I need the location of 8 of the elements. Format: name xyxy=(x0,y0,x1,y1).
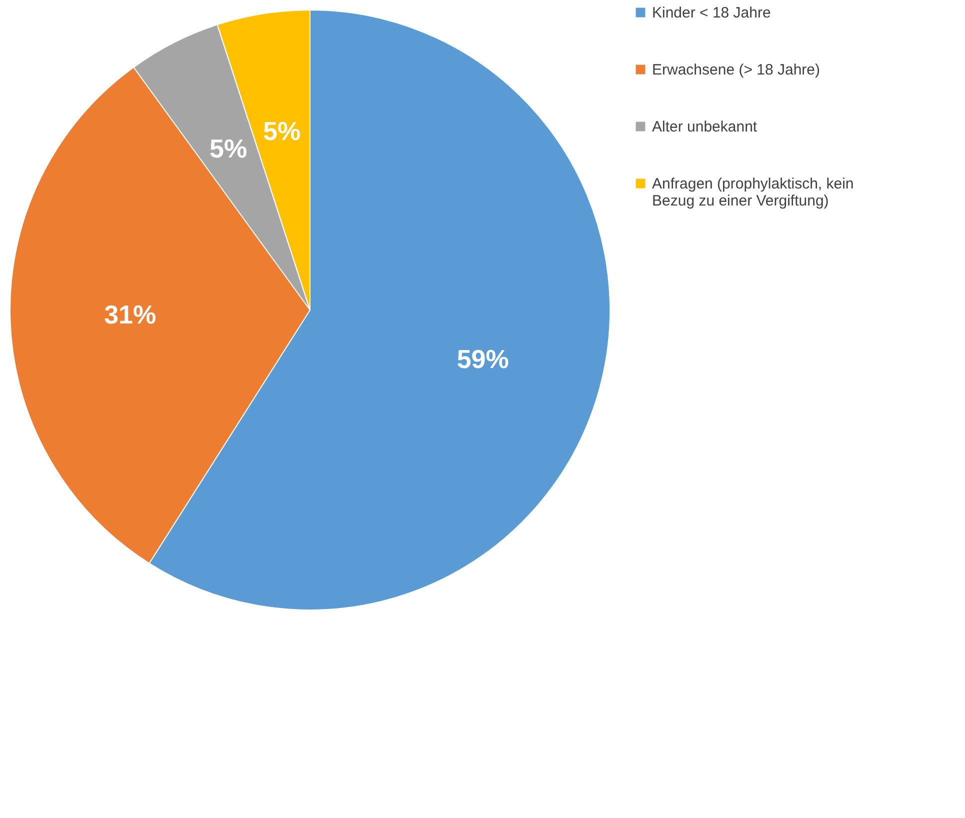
data-label: 31% xyxy=(104,300,156,330)
legend-label: Anfragen (prophylaktisch, kein Bezug zu einer Vergiftung) xyxy=(652,176,854,210)
data-label: 5% xyxy=(263,116,301,146)
legend-label: Erwachsene (> 18 Jahre) xyxy=(652,62,820,78)
data-label: 5% xyxy=(209,134,248,164)
data-label: 59% xyxy=(456,344,509,374)
legend-label: Kinder < 18 Jahre xyxy=(652,4,771,22)
legend-label: Alter unbekannt xyxy=(652,118,758,136)
